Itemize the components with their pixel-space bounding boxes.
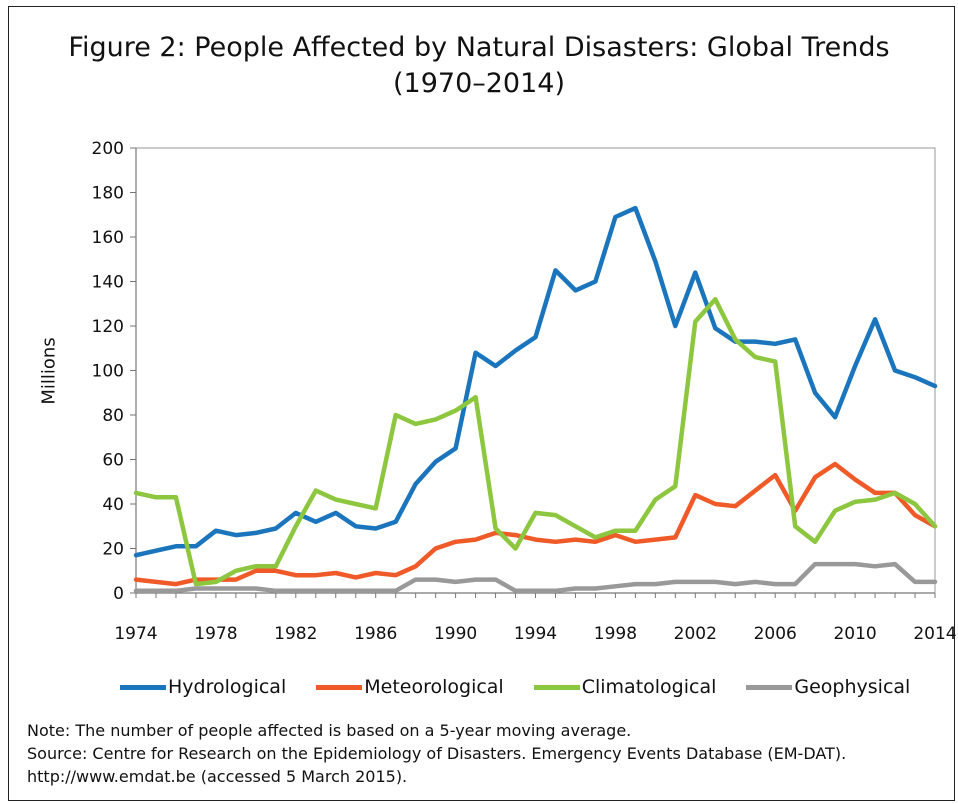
- source-url: http://www.emdat.be (accessed 5 March 20…: [27, 767, 408, 786]
- figure-notes: Note: The number of people affected is b…: [27, 719, 846, 788]
- chart-legend: Hydrological Meteorological Climatological…: [120, 676, 950, 698]
- legend-label: Hydrological: [168, 676, 287, 698]
- y-tick-label: 200: [92, 139, 124, 159]
- series-line-meteorological: [133, 461, 938, 587]
- legend-swatch: [533, 684, 580, 690]
- series-line-geophysical: [133, 561, 938, 594]
- x-tick-label: 1974: [114, 624, 157, 644]
- y-tick-label: 100: [92, 362, 124, 382]
- plot-area: [135, 147, 936, 594]
- legend-label: Climatological: [581, 676, 717, 698]
- x-tick-label: 2002: [674, 624, 717, 644]
- legend-label: Geophysical: [794, 676, 911, 698]
- x-tick-label: 1994: [514, 624, 557, 644]
- x-tick-label: 2010: [833, 624, 876, 644]
- y-tick-label: 140: [92, 273, 124, 293]
- x-tick-label: 2014: [913, 624, 956, 644]
- legend-item-meteorological: Meteorological: [316, 676, 504, 698]
- y-tick-label: 60: [102, 451, 124, 471]
- legend-item-geophysical: Geophysical: [746, 676, 910, 698]
- x-tick-label: 1998: [594, 624, 637, 644]
- series-line-climatological: [133, 297, 938, 587]
- x-tick-label: 1990: [434, 624, 477, 644]
- x-tick-label: 1982: [274, 624, 317, 644]
- title-line-1: Figure 2: People Affected by Natural Dis…: [68, 32, 890, 63]
- source-text: Source: Centre for Research on the Epide…: [27, 744, 847, 763]
- y-tick-label: 0: [113, 584, 124, 604]
- y-tick-label: 40: [102, 495, 124, 515]
- legend-item-climatological: Climatological: [533, 676, 717, 698]
- legend-label: Meteorological: [364, 676, 504, 698]
- y-tick-label: 20: [102, 540, 124, 560]
- title-line-2: (1970–2014): [393, 68, 565, 99]
- x-tick-label: 2006: [754, 624, 797, 644]
- note-text: Note: The number of people affected is b…: [27, 721, 632, 740]
- chart-title: Figure 2: People Affected by Natural Dis…: [0, 30, 958, 102]
- legend-item-hydrological: Hydrological: [120, 676, 286, 698]
- y-tick-label: 180: [92, 184, 124, 204]
- series-line-hydrological: [133, 205, 938, 558]
- legend-swatch: [316, 684, 363, 690]
- y-tick-label: 160: [92, 228, 124, 248]
- x-tick-label: 1986: [354, 624, 397, 644]
- legend-swatch: [120, 684, 166, 690]
- legend-swatch: [746, 684, 793, 690]
- y-tick-label: 80: [102, 406, 124, 426]
- y-tick-label: 120: [92, 317, 124, 337]
- figure-frame: [8, 6, 955, 801]
- x-tick-label: 1978: [194, 624, 237, 644]
